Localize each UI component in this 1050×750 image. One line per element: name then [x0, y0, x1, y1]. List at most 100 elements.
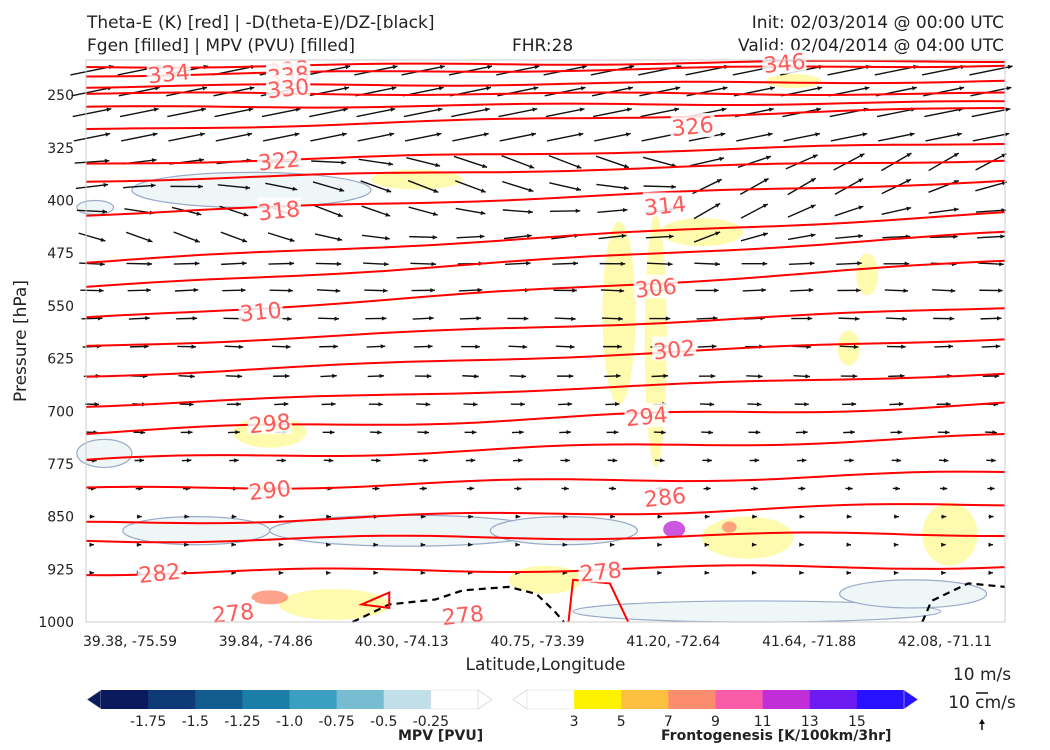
- wind-arrow-head: [714, 288, 719, 293]
- wind-arrow-head: [999, 261, 1004, 267]
- wind-arrow-head: [949, 316, 955, 321]
- wind-arrow-head: [617, 344, 622, 349]
- wind-arrow-head: [720, 132, 726, 137]
- wind-arrow-head: [862, 132, 868, 137]
- fgen-colorbar-tick: 3: [570, 714, 579, 730]
- wind-arrow-head: [421, 514, 426, 519]
- wind-arrow-head: [897, 430, 903, 435]
- theta-e-label-bg: [642, 192, 687, 217]
- wind-arrow-head: [562, 542, 568, 547]
- wind-arrow-head: [722, 86, 728, 91]
- wind-arrow-head: [611, 486, 617, 491]
- wind-arrow-shaft: [314, 233, 343, 241]
- wind-arrow-shaft: [167, 108, 207, 118]
- wind-arrow-head: [659, 458, 665, 463]
- wind-arrow-shaft: [925, 132, 963, 142]
- wind-arrow-head: [243, 212, 249, 217]
- mpv-colorbar-tick: -0.75: [319, 714, 355, 730]
- x-axis-label: Latitude,Longitude: [466, 655, 626, 675]
- x-tick-label: 41.64, -71.88: [762, 634, 856, 650]
- wind-arrow-head: [150, 183, 156, 188]
- y-tick-label: 1000: [38, 615, 74, 631]
- wind-arrow-head: [767, 132, 773, 137]
- wind-arrow-head: [906, 153, 912, 158]
- wind-arrow-head: [754, 458, 760, 463]
- wind-arrow-head: [104, 158, 110, 164]
- wind-arrow-head: [339, 187, 345, 192]
- wind-arrow-head: [380, 344, 386, 349]
- wind-arrow-shaft: [688, 132, 726, 142]
- wind-arrow-head: [245, 185, 251, 190]
- wind-arrow-head: [665, 316, 671, 321]
- init-time: Init: 02/03/2014 @ 00:00 UTC: [751, 13, 1004, 33]
- theta-e-label-bg: [670, 113, 715, 138]
- mpv-colorbar-swatch: [289, 690, 338, 709]
- wind-arrow-shaft: [314, 204, 343, 218]
- wind-arrow-head: [619, 288, 625, 293]
- wind-arrow-head: [479, 234, 485, 239]
- wind-arrow-shaft: [833, 153, 865, 171]
- wind-arrow-head: [657, 514, 663, 519]
- theta-e-label: 302: [652, 336, 696, 365]
- wind-arrow-head: [988, 514, 994, 519]
- fgen-colorbar-swatch: [809, 690, 858, 709]
- wind-arrow-head: [467, 542, 473, 547]
- wind-arrow-shaft: [215, 132, 253, 142]
- wind-arrow-head: [667, 261, 673, 267]
- wind-arrow-shaft: [74, 159, 110, 164]
- wind-arrow-head: [248, 107, 254, 112]
- wind-arrow-head: [804, 402, 809, 407]
- wind-arrow-head: [237, 374, 243, 379]
- wind-arrow-shaft: [639, 86, 681, 97]
- mpv-blob: [76, 438, 133, 469]
- wind-arrow-head: [152, 132, 158, 137]
- plot-frame: [85, 59, 1006, 623]
- wind-arrow-head: [906, 206, 912, 211]
- wind-arrow-head: [292, 186, 298, 191]
- wind-arrow-head: [294, 132, 300, 137]
- fgen-colorbar-swatch: [621, 690, 669, 709]
- wind-arrow-head: [848, 486, 853, 491]
- wind-arrow-head: [484, 107, 490, 112]
- wind-arrow-head: [431, 261, 437, 267]
- wind-arrow-head: [100, 237, 106, 242]
- wind-arrow-head: [751, 542, 757, 547]
- wind-arrow-head: [422, 486, 427, 491]
- wind-arrow-head: [715, 231, 721, 236]
- theta-e-label: 278: [211, 600, 255, 629]
- fgen-blob: [660, 218, 744, 247]
- theta-e-contour: [85, 503, 1006, 525]
- wind-arrow-shaft: [740, 232, 769, 242]
- wind-arrow-head: [803, 430, 808, 435]
- theta-e-labels: 3343383383303463263223183143103063022982…: [137, 50, 806, 631]
- wind-arrow-head: [763, 178, 769, 183]
- theta-e-label-bg: [256, 197, 301, 222]
- wind-arrow-head: [578, 132, 584, 137]
- wind-arrow-head: [337, 212, 343, 217]
- wind-arrow-shaft: [360, 180, 392, 193]
- wind-arrow-head: [242, 261, 247, 266]
- fgen-colorbar-extend-high: [903, 689, 919, 710]
- theta-e-label: 278: [579, 558, 623, 587]
- theta-e-label-bg: [247, 476, 292, 501]
- wind-arrow-head: [191, 344, 196, 349]
- wind-arrow-head: [89, 542, 94, 547]
- wind-arrow-shaft: [640, 108, 680, 118]
- wind-arrow-head: [193, 287, 199, 293]
- wind-arrow-head: [612, 458, 618, 463]
- fgen-colorbar-swatch: [715, 690, 764, 709]
- wind-arrow-head: [334, 316, 340, 321]
- wind-arrow-shaft: [123, 184, 156, 189]
- wind-arrow-head: [573, 261, 578, 266]
- wind-arrow-head: [580, 86, 586, 91]
- wind-arrow-head: [526, 261, 531, 266]
- wind-arrow-shaft: [267, 232, 295, 242]
- wind-arrow-head: [809, 261, 815, 266]
- wind-arrow-head: [941, 514, 947, 519]
- wind-arrow-head: [331, 401, 336, 407]
- wind-arrow-head: [476, 316, 482, 321]
- wind-arrow-head: [858, 205, 864, 210]
- wind-arrow-head: [901, 344, 906, 349]
- wind-arrow-head: [374, 486, 380, 491]
- wind-arrow-head: [198, 184, 203, 189]
